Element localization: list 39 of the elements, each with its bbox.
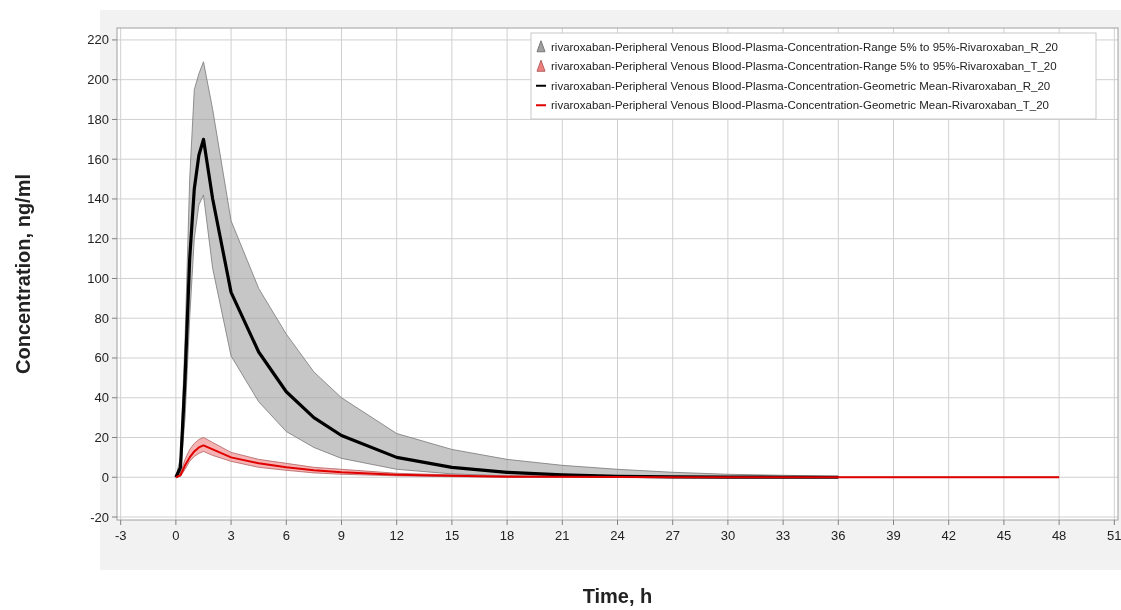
x-tick-label: 12 <box>389 528 404 543</box>
line-series <box>174 444 1061 479</box>
x-tick-label: 9 <box>337 528 346 543</box>
y-tick-label: 220 <box>87 32 109 48</box>
y-tick-label: 100 <box>87 270 109 286</box>
y-tick-label: 120 <box>87 231 109 247</box>
x-tick-label: 27 <box>665 528 680 543</box>
x-tick-label: 18 <box>499 528 515 543</box>
y-axis-title: Concentration, ng/ml <box>12 174 34 374</box>
y-tick-label: 140 <box>87 191 109 207</box>
y-tick-label: 40 <box>94 390 109 406</box>
y-tick-label: 200 <box>87 72 109 88</box>
x-tick-label: 3 <box>227 528 235 543</box>
x-tick-label: 0 <box>172 528 180 543</box>
legend-label: rivaroxaban-Peripheral Venous Blood-Plasma-Concentration-Geometric Mean-Rivaroxaban_R_20 <box>551 79 1051 92</box>
y-tick-label: 160 <box>87 151 109 167</box>
x-axis-title: Time, h <box>582 585 653 607</box>
x-tick-label: 30 <box>720 528 736 543</box>
x-tick-label: 33 <box>775 528 791 543</box>
x-tick-label: 48 <box>1051 528 1067 543</box>
annotation: rivaroxaban-Peripheral Venous Blood-Plasma-Concentration-Range 5% to 95%-Rivaroxaban_T_20 <box>551 60 1057 73</box>
x-tick-label: 36 <box>831 528 846 543</box>
x-tick-label: 39 <box>886 528 901 543</box>
x-tick-label: 21 <box>555 528 570 543</box>
legend-label: rivaroxaban-Peripheral Venous Blood-Plasma-Concentration-Geometric Mean-Rivaroxaban_T_20 <box>551 99 1049 112</box>
y-tick-label: 60 <box>94 350 109 366</box>
x-tick-label: -3 <box>114 528 127 543</box>
annotation: rivaroxaban-Peripheral Venous Blood-Plasma-Concentration-Range 5% to 95%-Rivaroxaban_R_20 <box>551 40 1058 53</box>
x-tick-label: 6 <box>282 528 290 543</box>
x-tick-label: 15 <box>444 528 460 543</box>
x-tick-label: 42 <box>941 528 956 543</box>
y-tick-label: 20 <box>94 430 109 445</box>
y-tick-label: 80 <box>94 310 109 326</box>
x-tick-label: 24 <box>610 528 625 543</box>
y-tick-label: 0 <box>101 469 109 485</box>
y-tick-label: 180 <box>87 111 109 127</box>
x-tick-label: 45 <box>996 528 1012 543</box>
x-tick-label: 51 <box>1107 528 1121 543</box>
y-tick-label: -20 <box>90 509 109 525</box>
